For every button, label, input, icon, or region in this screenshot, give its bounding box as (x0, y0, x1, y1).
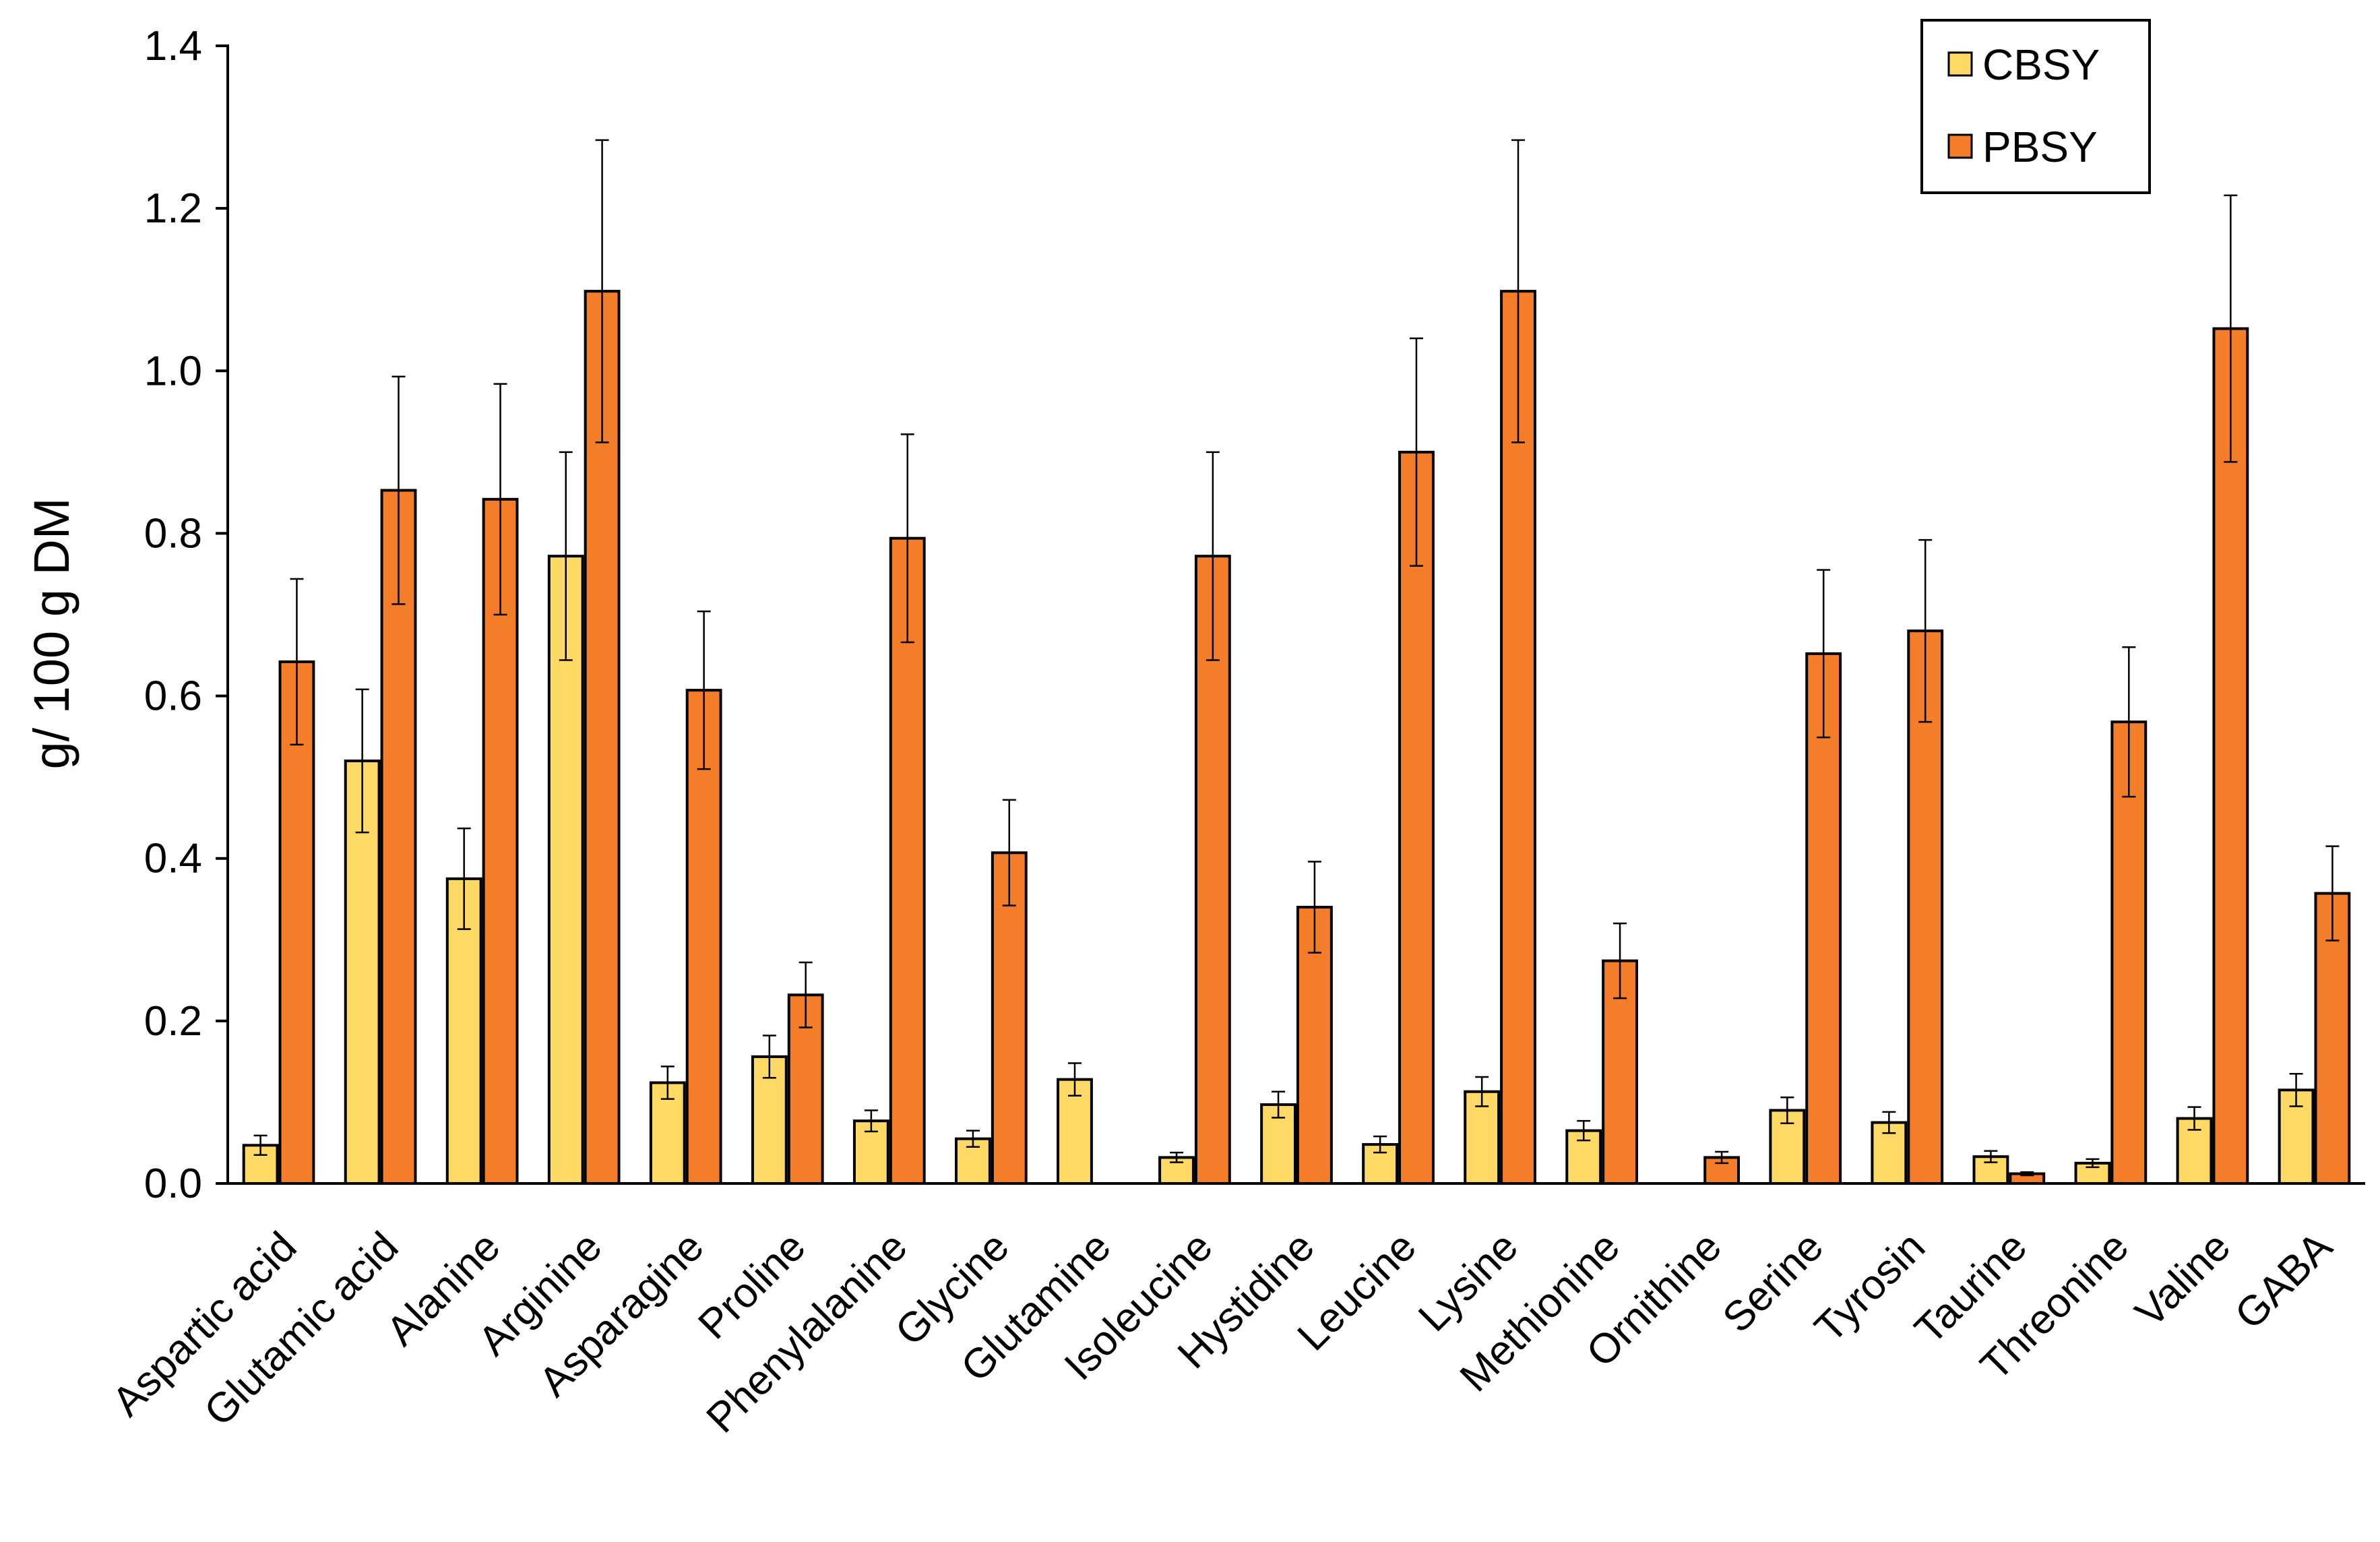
error-bar-cbsy-glutamine (1067, 1062, 1082, 1097)
error-bar-cbsy-glycine (966, 1130, 980, 1148)
error-bar-cbsy-lysine (1475, 1076, 1489, 1107)
error-bar-pbsy-hystidine (1307, 861, 1321, 954)
error-bar-cbsy-proline (762, 1035, 776, 1079)
error-bar-pbsy-threonine (2122, 646, 2136, 798)
legend-swatch-cbsy (1947, 51, 1973, 77)
error-bar-cbsy-threonine (2086, 1158, 2100, 1169)
y-tick-label: 0.2 (144, 998, 202, 1045)
error-bar-pbsy-glutamic-acid (392, 375, 406, 605)
error-bar-pbsy-valine (2224, 194, 2238, 463)
y-tick-label: 0.8 (144, 510, 202, 557)
error-bar-cbsy-asparagine (660, 1066, 675, 1100)
error-bar-pbsy-proline (798, 961, 813, 1028)
legend-box (1920, 19, 2151, 194)
error-bar-cbsy-phenylalanine (864, 1109, 878, 1133)
error-bar-pbsy-phenylalanine (900, 433, 914, 644)
legend-label-cbsy: CBSY (1982, 40, 2100, 89)
bar-cbsy-glutamine (1057, 1078, 1093, 1185)
y-tick-label: 0.4 (144, 836, 202, 882)
legend-swatch-pbsy (1947, 133, 1973, 159)
error-bar-pbsy-gaba (2325, 845, 2340, 942)
y-tick-label: 0.6 (144, 673, 202, 720)
error-bar-cbsy-methionine (1577, 1119, 1591, 1142)
error-bar-cbsy-aspartic-acid (253, 1134, 268, 1156)
y-axis-title: g/ 100 g DM (24, 497, 80, 769)
y-axis: 0.0 0.2 0.4 0.6 0.8 1.0 1.2 1.4 (144, 23, 229, 1207)
x-tick-label-valine: Valine (2127, 1223, 2239, 1336)
error-bar-cbsy-hystidine (1272, 1090, 1286, 1119)
error-bar-cbsy-arginine (559, 451, 573, 661)
error-bar-pbsy-aspartic-acid (290, 578, 304, 746)
error-bar-cbsy-taurine (1984, 1150, 1998, 1163)
error-bar-pbsy-asparagine (697, 610, 711, 770)
bar-pbsy-valine (2212, 327, 2249, 1185)
y-tick-label: 1.0 (144, 348, 202, 394)
error-bar-cbsy-valine (2187, 1106, 2201, 1131)
error-bar-pbsy-methionine (1613, 922, 1627, 999)
error-bar-pbsy-ornithine (1715, 1150, 1729, 1165)
error-bar-pbsy-serine (1817, 569, 1831, 739)
error-bar-cbsy-serine (1780, 1096, 1794, 1125)
legend-label-pbsy: PBSY (1982, 123, 2098, 171)
error-bar-pbsy-isoleucine (1205, 451, 1220, 661)
error-bar-cbsy-gaba (2289, 1072, 2303, 1107)
legend: CBSY PBSY (1920, 19, 2151, 194)
error-bar-pbsy-leucine (1409, 337, 1423, 567)
error-bar-pbsy-arginine (595, 139, 609, 443)
x-tick-label-tyrosin: Tyrosin (1806, 1223, 1934, 1351)
y-tick-label: 1.4 (144, 23, 202, 69)
error-bar-cbsy-leucine (1373, 1135, 1387, 1154)
error-bar-cbsy-glutamic-acid (355, 688, 369, 834)
error-bar-cbsy-alanine (457, 827, 471, 930)
y-tick-label: 0.0 (144, 1161, 202, 1207)
error-bar-pbsy-alanine (493, 383, 507, 616)
error-bar-cbsy-tyrosin (1882, 1111, 1896, 1134)
error-bar-pbsy-glycine (1002, 799, 1016, 906)
x-tick-label-gaba: GABA (2226, 1223, 2342, 1338)
error-bar-pbsy-taurine (2020, 1171, 2034, 1177)
bars (242, 139, 2351, 1185)
error-bar-pbsy-lysine (1511, 139, 1526, 443)
error-bar-pbsy-tyrosin (1918, 538, 1933, 723)
error-bar-cbsy-isoleucine (1170, 1151, 1184, 1163)
y-tick-label: 1.2 (144, 185, 202, 232)
